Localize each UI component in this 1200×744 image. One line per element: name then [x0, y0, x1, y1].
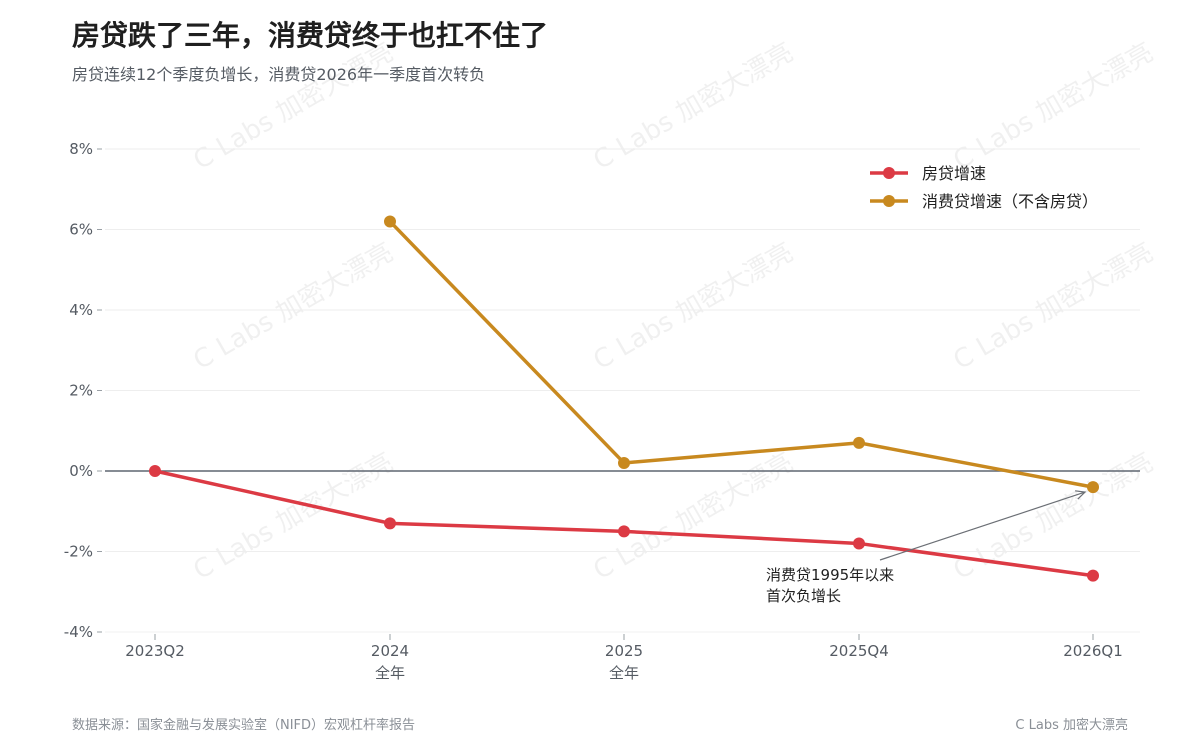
x-tick-label: 2026Q1 — [1063, 642, 1123, 660]
data-point-1 — [853, 436, 865, 449]
x-tick-label: 2025 — [605, 642, 643, 660]
brand-credit: C Labs 加密大漂亮 — [1015, 718, 1128, 733]
data-point-0 — [618, 525, 630, 538]
y-tick-label: 4% — [69, 301, 93, 319]
y-tick-label: -2% — [64, 543, 93, 561]
y-tick-label: 2% — [69, 382, 93, 400]
x-tick-label: 2023Q2 — [125, 642, 185, 660]
y-tick-label: 0% — [69, 462, 93, 480]
data-point-0 — [384, 517, 396, 530]
watermark: C Labs 加密大漂亮 — [189, 238, 399, 377]
annotation-text: 首次负增长 — [766, 587, 841, 605]
x-tick-sublabel: 全年 — [375, 664, 405, 682]
y-tick-label: 6% — [69, 221, 93, 239]
legend-swatch-marker — [883, 195, 895, 207]
data-point-1 — [1087, 481, 1099, 494]
watermark: C Labs 加密大漂亮 — [589, 38, 799, 177]
chart-subtitle: 房贷连续12个季度负增长，消费贷2026年一季度首次转负 — [72, 65, 486, 84]
series-line-1 — [388, 219, 1095, 489]
annotation-arrowhead — [1075, 490, 1087, 500]
legend-label: 房贷增速 — [922, 164, 986, 183]
watermark: C Labs 加密大漂亮 — [949, 238, 1159, 377]
annotation-arrow — [879, 491, 1086, 561]
data-point-1 — [384, 215, 396, 228]
annotation-text: 消费贷1995年以来 — [766, 566, 894, 584]
data-point-0 — [149, 465, 161, 477]
data-point-0 — [853, 537, 865, 550]
x-tick-label: 2025Q4 — [829, 642, 889, 660]
legend-swatch-marker — [883, 167, 895, 179]
data-source-note: 数据来源：国家金融与发展实验室（NIFD）宏观杠杆率报告 — [72, 718, 416, 733]
data-point-1 — [618, 456, 630, 469]
y-tick-label: 8% — [69, 140, 93, 158]
watermark: C Labs 加密大漂亮 — [189, 38, 399, 177]
watermark: C Labs 加密大漂亮 — [949, 38, 1159, 177]
data-point-0 — [1087, 569, 1099, 582]
watermark: C Labs 加密大漂亮 — [949, 448, 1159, 587]
y-tick-label: -4% — [64, 623, 93, 641]
x-tick-label: 2024 — [371, 642, 409, 660]
chart-title: 房贷跌了三年，消费贷终于也扛不住了 — [72, 19, 549, 52]
legend-label: 消费贷增速（不含房贷） — [922, 192, 1098, 211]
watermark: C Labs 加密大漂亮 — [589, 238, 799, 377]
x-tick-sublabel: 全年 — [609, 664, 639, 682]
